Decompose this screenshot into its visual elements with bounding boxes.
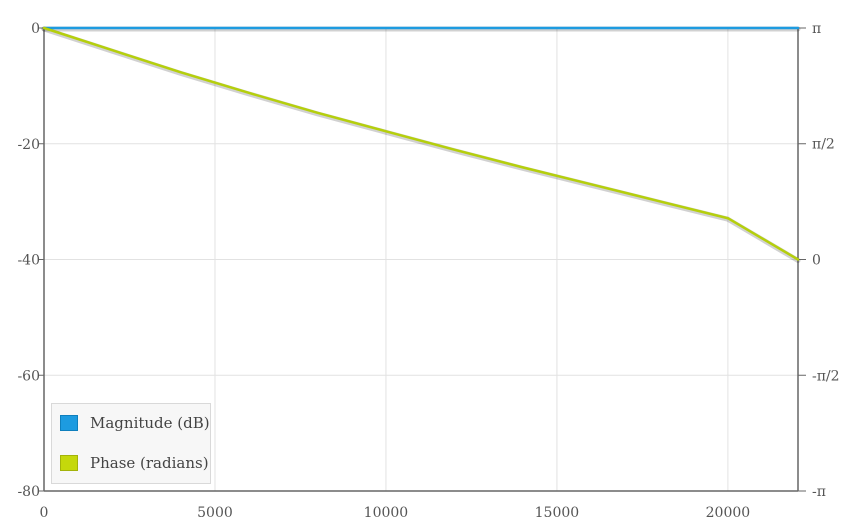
phase-swatch xyxy=(60,455,78,471)
legend-item-magnitude: Magnitude (dB) xyxy=(60,414,210,432)
x-tick-label: 5000 xyxy=(197,505,233,521)
tick-labels: 0 5000 10000 15000 20000 0 -20 -40 -60 -80 π π/2 0 -π… xyxy=(17,21,839,521)
y-left-tick-label: -40 xyxy=(17,253,40,269)
x-tick-label: 10000 xyxy=(364,505,409,521)
legend-label-magnitude: Magnitude (dB) xyxy=(90,414,210,432)
legend: Magnitude (dB) Phase (radians) xyxy=(51,403,211,484)
y-left-tick-label: -60 xyxy=(17,368,40,384)
grid-lines xyxy=(44,28,798,491)
y-right-tick-label: π xyxy=(812,21,821,37)
series-layer xyxy=(41,26,801,263)
x-tick-label: 20000 xyxy=(706,505,751,521)
x-tick-label: 0 xyxy=(40,505,49,521)
y-right-tick-label: 0 xyxy=(812,253,821,269)
y-left-tick-label: 0 xyxy=(31,21,40,37)
y-right-tick-label: -π/2 xyxy=(812,368,840,384)
magnitude-swatch xyxy=(60,415,78,431)
x-tick-label: 15000 xyxy=(535,505,580,521)
legend-label-phase: Phase (radians) xyxy=(90,454,209,472)
y-left-tick-label: -80 xyxy=(17,484,40,500)
phase-line xyxy=(42,26,800,261)
axes xyxy=(38,27,806,492)
y-right-tick-label: -π xyxy=(812,484,826,500)
legend-item-phase: Phase (radians) xyxy=(60,454,209,472)
y-left-tick-label: -20 xyxy=(17,137,40,153)
y-right-tick-label: π/2 xyxy=(812,137,835,153)
